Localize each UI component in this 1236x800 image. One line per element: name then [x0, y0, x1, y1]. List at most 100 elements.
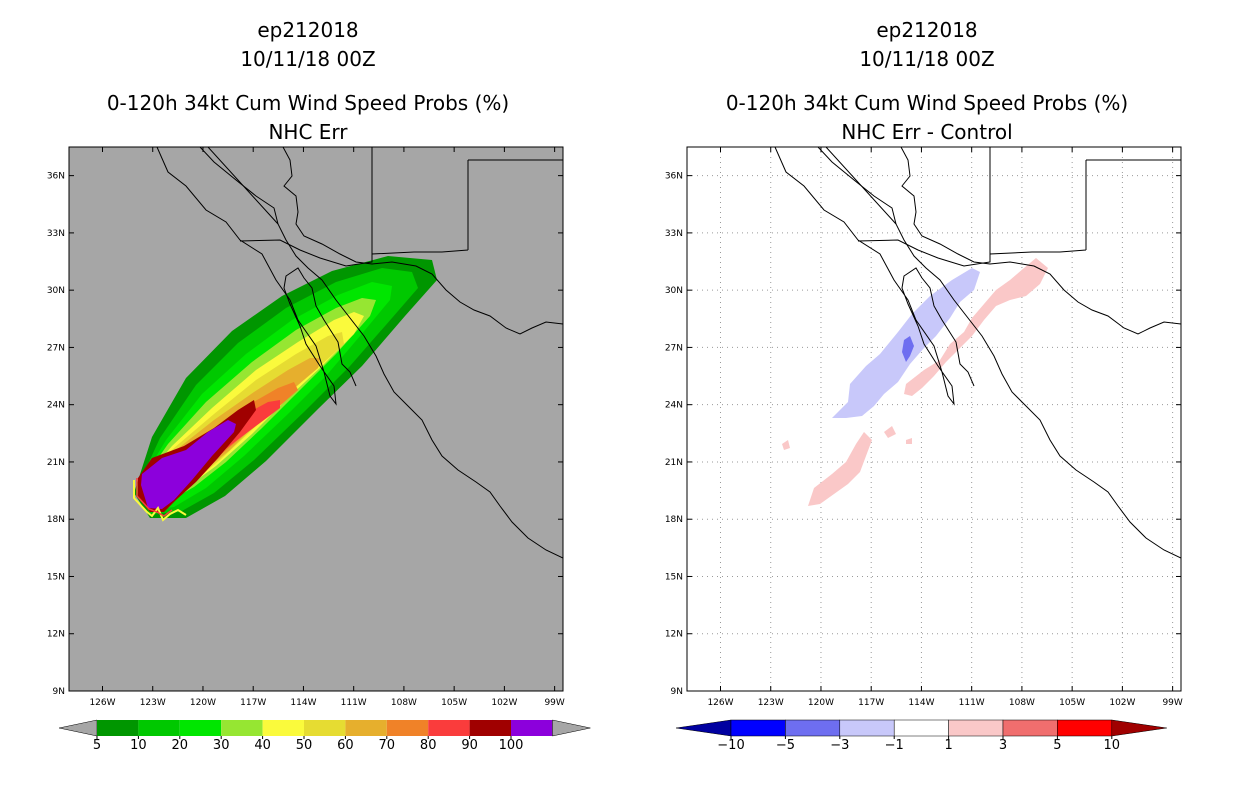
- left-title-line-1: ep212018: [257, 18, 358, 42]
- diff-positive-north: [904, 258, 1048, 396]
- x-tick-label: 99W: [1162, 698, 1182, 708]
- y-tick-label: 21N: [665, 458, 683, 468]
- right-coastline-baja: [774, 147, 975, 406]
- left-panel: ep212018 10/11/18 00Z 0-120h 34kt Cum Wi…: [47, 18, 591, 753]
- y-tick-label: 30N: [47, 286, 65, 296]
- y-tick-label: 30N: [665, 286, 683, 296]
- x-tick-label: 111W: [341, 698, 367, 708]
- colorbar-extend-right: [1111, 719, 1167, 737]
- x-tick-label: 120W: [190, 698, 216, 708]
- left-plot-background: [69, 147, 563, 691]
- colorbar-extend-right: [552, 719, 591, 737]
- y-tick-label: 18N: [47, 515, 65, 525]
- left-coastline-mainland: [199, 147, 563, 559]
- colorbar-swatch: [893, 719, 949, 737]
- diff-negative-core: [902, 336, 914, 362]
- colorbar-label: 70: [379, 738, 396, 753]
- x-tick-label: 102W: [1109, 698, 1135, 708]
- colorbar-extend-left: [58, 719, 98, 737]
- colorbar-swatch: [1002, 719, 1058, 737]
- diff-positive-speck-1: [782, 440, 790, 450]
- colorbar-label: 40: [254, 738, 271, 753]
- colorbar-label: −10: [717, 738, 744, 753]
- x-tick-label: 105W: [1059, 698, 1085, 708]
- right-map-lines: [774, 147, 1181, 559]
- colorbar-label: 80: [420, 738, 437, 753]
- colorbar-label: 3: [999, 738, 1007, 753]
- colorbar-swatch: [221, 720, 263, 736]
- x-tick-label: 111W: [959, 698, 985, 708]
- colorbar-label: 90: [461, 738, 478, 753]
- x-tick-label: 126W: [89, 698, 115, 708]
- x-tick-label: 123W: [758, 698, 784, 708]
- x-tick-label: 117W: [858, 698, 884, 708]
- colorbar-swatch: [1057, 719, 1113, 737]
- left-x-tick-labels: 126W 123W 120W 117W 114W 111W 108W 105W 102W 99W: [89, 698, 564, 708]
- left-coastline-baja: [156, 147, 357, 406]
- colorbar-swatch: [428, 720, 470, 736]
- colorbar-swatch: [386, 720, 429, 736]
- x-tick-label: 117W: [240, 698, 266, 708]
- y-tick-label: 12N: [665, 630, 683, 640]
- right-plot-frame: [686, 146, 1182, 692]
- left-border-us-mexico: [239, 239, 442, 267]
- colorbar-label: 50: [296, 738, 313, 753]
- y-tick-label: 21N: [47, 458, 65, 468]
- right-plot-background: [687, 147, 1181, 691]
- y-tick-label: 24N: [665, 401, 683, 411]
- right-coastline-upper: [900, 147, 1181, 335]
- colorbar-label: −3: [830, 738, 849, 753]
- colorbar-swatch: [345, 720, 387, 736]
- colorbar-label: −1: [885, 738, 904, 753]
- colorbar-label: 1: [944, 738, 952, 753]
- left-plot-frame: [68, 146, 564, 692]
- left-title-line-3: 0-120h 34kt Cum Wind Speed Probs (%): [107, 91, 509, 115]
- right-gridlines: [687, 147, 1181, 692]
- left-map-lines: [156, 147, 563, 559]
- x-tick-label: 99W: [544, 698, 564, 708]
- colorbar-swatch: [262, 720, 304, 736]
- x-tick-label: 105W: [441, 698, 467, 708]
- right-title-line-2: 10/11/18 00Z: [859, 47, 994, 71]
- y-tick-label: 12N: [47, 630, 65, 640]
- y-tick-label: 9N: [671, 687, 683, 697]
- y-tick-label: 27N: [47, 343, 65, 353]
- colorbar-swatch: [730, 719, 786, 737]
- right-title-line-1: ep212018: [876, 18, 977, 42]
- colorbar-swatch: [469, 720, 511, 736]
- left-coastline-upper: [282, 147, 563, 335]
- colorbar-swatch: [304, 720, 346, 736]
- colorbar-label: 100: [499, 738, 524, 753]
- y-tick-label: 9N: [53, 687, 65, 697]
- colorbar-label: 60: [337, 738, 354, 753]
- left-axis-ticks: [69, 147, 563, 692]
- diff-positive-speck-2: [884, 426, 896, 438]
- y-tick-label: 33N: [47, 229, 65, 239]
- colorbar-swatch: [839, 719, 895, 737]
- x-tick-label: 108W: [1009, 698, 1035, 708]
- right-y-tick-labels: 9N 12N 15N 18N 21N 24N 27N 30N 33N 36N: [665, 172, 683, 697]
- x-tick-label: 114W: [290, 698, 316, 708]
- x-tick-label: 114W: [908, 698, 934, 708]
- right-panel: ep212018 10/11/18 00Z 0-120h 34kt Cum Wi…: [665, 18, 1183, 753]
- colorbar-label: 5: [93, 738, 101, 753]
- y-tick-label: 33N: [665, 229, 683, 239]
- colorbar-swatch: [138, 720, 180, 736]
- colorbar-label: 10: [130, 738, 147, 753]
- diff-positive-south: [808, 432, 872, 506]
- right-coastline-mainland: [817, 147, 1181, 559]
- y-tick-label: 18N: [665, 515, 683, 525]
- right-difference-field: [782, 258, 1048, 506]
- left-y-tick-labels: 9N 12N 15N 18N 21N 24N 27N 30N 33N 36N: [47, 172, 65, 697]
- y-tick-label: 36N: [665, 172, 683, 182]
- diff-positive-speck-3: [906, 438, 912, 444]
- left-title-line-2: 10/11/18 00Z: [240, 47, 375, 71]
- y-tick-label: 15N: [47, 572, 65, 582]
- track-outline-red: [136, 478, 173, 517]
- right-title-line-3: 0-120h 34kt Cum Wind Speed Probs (%): [726, 91, 1128, 115]
- colorbar-swatch: [511, 720, 553, 736]
- right-colorbar: −10 −5 −3 −1 1 3 5 10: [675, 719, 1167, 753]
- colorbar-swatch: [179, 720, 222, 736]
- right-border-states: [825, 147, 1181, 254]
